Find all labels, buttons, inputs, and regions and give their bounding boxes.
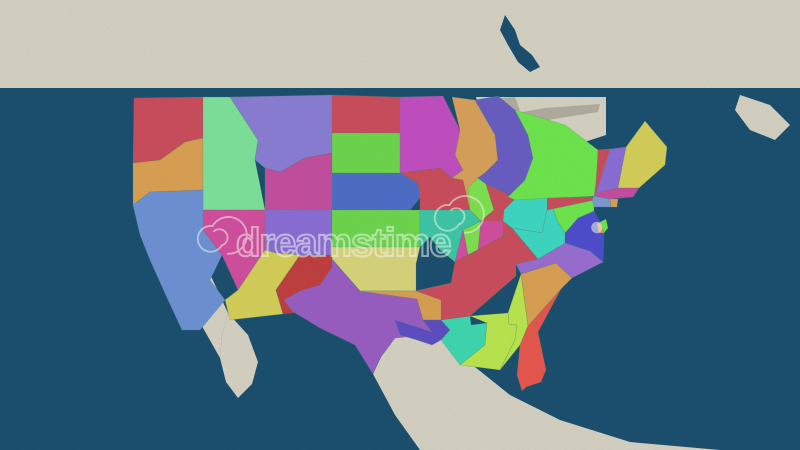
svg-text:®: ®	[592, 220, 602, 235]
svg-text:dreamstime: dreamstime	[236, 221, 451, 265]
